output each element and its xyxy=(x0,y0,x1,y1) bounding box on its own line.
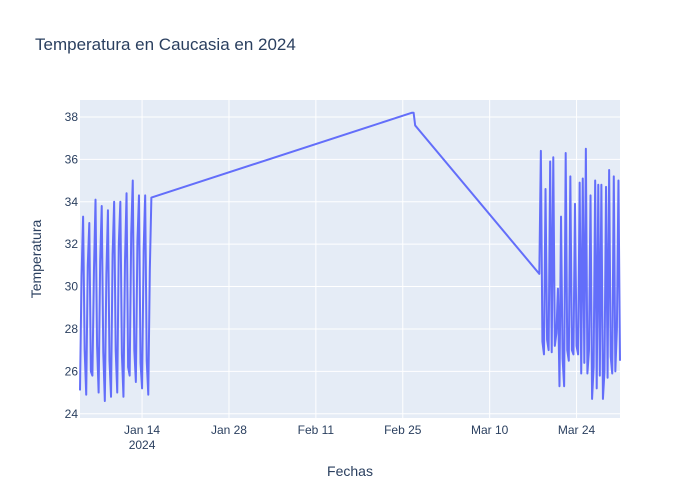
y-tick-label: 34 xyxy=(65,195,79,209)
y-tick-label: 26 xyxy=(65,364,79,378)
x-tick-label: Feb 11 xyxy=(298,423,335,437)
y-tick-label: 30 xyxy=(65,280,79,294)
x-tick-label: Mar 24 xyxy=(558,423,596,437)
y-tick-label: 24 xyxy=(65,407,79,421)
x-tick-label: Feb 25 xyxy=(384,423,422,437)
y-tick-label: 38 xyxy=(65,110,79,124)
x-axis-title: Fechas xyxy=(327,463,373,479)
x-tick-label: Mar 10 xyxy=(471,423,509,437)
temperature-series-line xyxy=(79,111,621,403)
y-gridlines xyxy=(80,116,620,415)
y-tick-label: 28 xyxy=(65,322,79,336)
x-tick-label: Jan 28 xyxy=(211,423,247,437)
series-layer xyxy=(79,111,621,403)
plot-area xyxy=(80,100,620,418)
chart-title: Temperatura en Caucasia en 2024 xyxy=(35,35,296,54)
y-tick-label: 36 xyxy=(65,152,79,166)
x-tick-year-label: 2024 xyxy=(129,438,156,452)
y-tick-label: 32 xyxy=(65,237,79,251)
y-axis-title: Temperatura xyxy=(28,219,44,298)
y-axis-ticks: 24 26 28 30 32 34 36 38 xyxy=(65,110,79,421)
x-tick-label: Jan 14 xyxy=(124,423,160,437)
